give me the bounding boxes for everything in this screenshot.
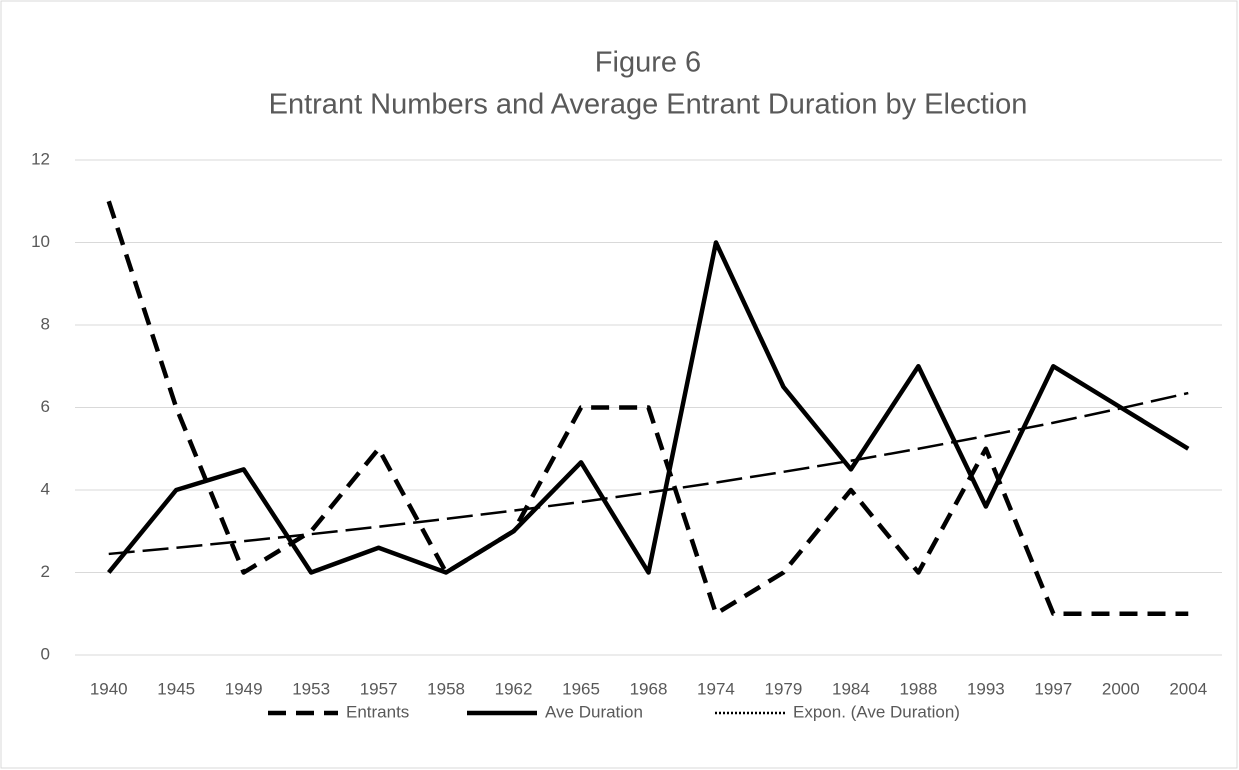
x-tick-label: 1993 — [967, 679, 1005, 698]
x-tick-label: 1953 — [292, 679, 330, 698]
series-line — [106, 200, 1189, 616]
y-tick-label: 4 — [41, 479, 50, 498]
x-tick-label: 1962 — [495, 679, 533, 698]
y-tick-label: 2 — [41, 562, 50, 581]
x-tick-label: 1958 — [427, 679, 465, 698]
x-tick-label: 2000 — [1102, 679, 1140, 698]
x-tick-label: 1984 — [832, 679, 870, 698]
chart-subtitle: Entrant Numbers and Average Entrant Dura… — [269, 89, 1028, 121]
x-tick-label: 1979 — [765, 679, 803, 698]
series-line — [106, 240, 1190, 575]
y-tick-label: 12 — [31, 149, 50, 168]
legend-label: Ave Duration — [545, 702, 643, 721]
legend-label: Entrants — [346, 702, 409, 721]
chart-title: Figure 6 — [595, 47, 701, 79]
series-line — [108, 391, 1189, 556]
x-tick-label: 1974 — [697, 679, 735, 698]
x-tick-label: 1997 — [1034, 679, 1072, 698]
x-tick-label: 1957 — [360, 679, 398, 698]
y-tick-label: 0 — [41, 644, 50, 663]
x-tick-label: 1945 — [157, 679, 195, 698]
x-tick-label: 1968 — [630, 679, 668, 698]
y-tick-label: 6 — [41, 397, 50, 416]
x-tick-label: 2004 — [1169, 679, 1207, 698]
y-tick-label: 8 — [41, 314, 50, 333]
y-tick-label: 10 — [31, 232, 50, 251]
x-tick-label: 1988 — [899, 679, 937, 698]
legend-label: Expon. (Ave Duration) — [793, 702, 960, 721]
x-tick-label: 1949 — [225, 679, 263, 698]
x-tick-label: 1940 — [90, 679, 128, 698]
x-tick-label: 1965 — [562, 679, 600, 698]
